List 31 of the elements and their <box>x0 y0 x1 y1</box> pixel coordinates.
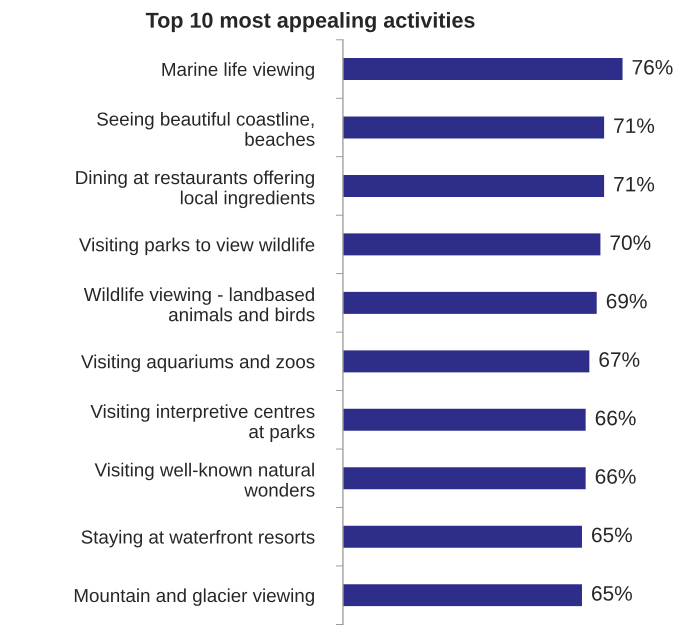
data-label: 76% <box>632 60 673 75</box>
y-tick-label: Visiting well-known natural wonders <box>94 462 314 497</box>
y-tick-label: Visiting parks to view wildlife <box>79 238 314 256</box>
data-label: 71% <box>614 176 654 192</box>
bar <box>342 524 584 550</box>
y-tick-label: Staying at waterfront resorts <box>82 530 314 548</box>
data-label: 67% <box>599 352 640 367</box>
y-tick-label: Dining at restaurants offering local ingredients <box>76 170 314 208</box>
bar <box>342 232 602 257</box>
data-label: 69% <box>606 294 647 308</box>
bar <box>342 56 624 82</box>
bar <box>342 115 606 140</box>
data-label: 65% <box>592 586 632 601</box>
y-tick-label: Visiting interpretive centres at parks <box>90 404 314 442</box>
chart-title: Top 10 most appealing activities <box>146 12 475 32</box>
data-label: 70% <box>610 235 650 250</box>
bar <box>342 466 588 491</box>
y-tick-label: Seeing beautiful coastline, beaches <box>97 112 314 146</box>
data-label: 66% <box>596 469 636 484</box>
bar <box>342 290 598 316</box>
bar <box>342 348 591 374</box>
bar <box>342 407 588 432</box>
data-label: 65% <box>592 528 632 542</box>
y-tick-label: Wildlife viewing - landbased animals and birds <box>84 287 314 322</box>
data-label: 71% <box>614 118 654 134</box>
y-tick-label: Marine life viewing <box>162 62 314 80</box>
y-tick-label: Visiting aquariums and zoos <box>81 354 314 372</box>
y-tick-label: Mountain and glacier viewing <box>74 588 314 606</box>
data-label: 66% <box>596 410 636 426</box>
bar <box>342 174 606 198</box>
bar <box>342 582 584 608</box>
